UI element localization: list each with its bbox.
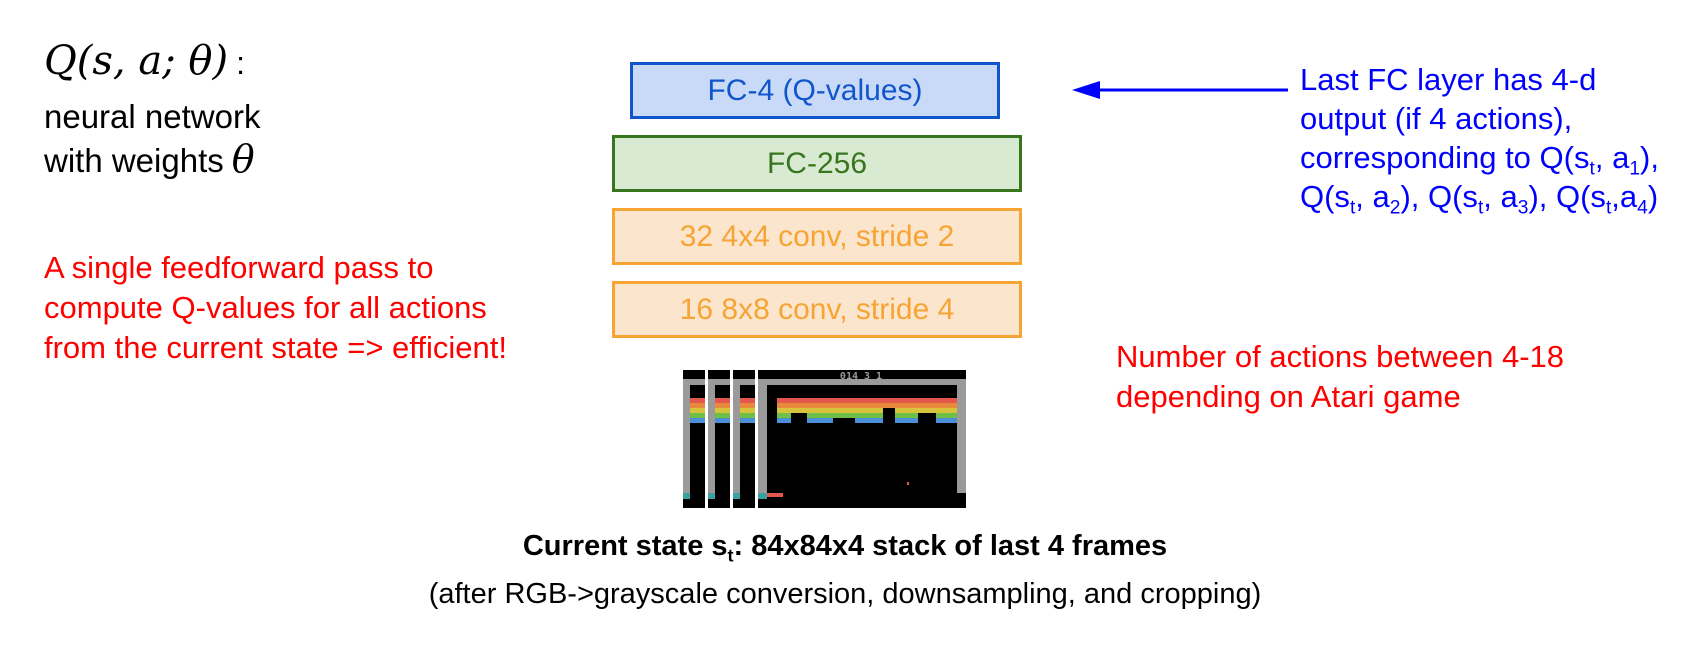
feedforward-note: A single feedforward pass to compute Q-v… xyxy=(44,250,507,365)
fc-note-line1: Last FC layer has 4-d output (if 4 actio… xyxy=(1300,62,1597,175)
layer-fc256: FC-256 xyxy=(612,135,1022,192)
caption-suffix: : 84x84x4 stack of last 4 frames xyxy=(733,530,1168,562)
arrow-to-fc4 xyxy=(1072,81,1288,99)
layer-fc4: FC-4 (Q-values) xyxy=(630,62,1000,119)
fc-note-sub-3: 3 xyxy=(1517,197,1529,219)
network-description: neural network with weights θ xyxy=(44,96,260,182)
fc-note-part9: ) xyxy=(1647,179,1659,214)
layer-fc256-label: FC-256 xyxy=(766,146,868,180)
theta-symbol: θ xyxy=(231,137,255,181)
formula-colon: : xyxy=(236,45,245,81)
fc-note-comma: , xyxy=(1594,140,1604,175)
fc-note-sub-4: 4 xyxy=(1637,197,1648,219)
fc-note-part7: Q(s xyxy=(1556,179,1606,214)
fc-output-note: Last FC layer has 4-d output (if 4 actio… xyxy=(1300,60,1670,219)
q-function-formula: Q(s, a; θ): xyxy=(44,38,245,84)
atari-frame-1 xyxy=(683,370,705,508)
atari-frame-4: 014 3 1 xyxy=(758,370,966,508)
state-subcaption: (after RGB->grayscale conversion, downsa… xyxy=(428,578,1262,610)
fc-note-sub-t2: t xyxy=(1349,197,1356,219)
fc-note-part2: ), Q(s xyxy=(1300,140,1659,214)
layer-conv2-label: 32 4x4 conv, stride 2 xyxy=(679,219,955,253)
fc-note-part3: , a xyxy=(1355,179,1390,214)
formula-open: Q( xyxy=(44,38,93,84)
atari-frame-2 xyxy=(708,370,730,508)
fc-note-part6: ), xyxy=(1528,179,1548,214)
caption-prefix: Current state s xyxy=(522,530,728,562)
atari-frame-3 xyxy=(733,370,755,508)
fc-note-sub-t3: t xyxy=(1477,197,1484,219)
fc-note-part4: ), Q(s xyxy=(1400,179,1478,214)
atari-score: 014 3 1 xyxy=(840,371,882,382)
layer-conv2: 32 4x4 conv, stride 2 xyxy=(612,208,1022,265)
formula-args: s, a; θ xyxy=(92,38,213,84)
layer-fc4-label: FC-4 (Q-values) xyxy=(707,73,923,107)
fc-note-a1: a xyxy=(1612,140,1630,175)
fc-note-part5: , a xyxy=(1483,179,1518,214)
actions-count-note: Number of actions between 4-18 depending… xyxy=(1116,339,1565,414)
fc-note-part8: ,a xyxy=(1611,179,1638,214)
layer-conv1-label: 16 8x8 conv, stride 4 xyxy=(679,292,955,326)
layer-conv1: 16 8x8 conv, stride 4 xyxy=(612,281,1022,338)
atari-frame-stack: 014 3 1 xyxy=(683,370,966,508)
fc-note-sub-1: 1 xyxy=(1629,158,1641,180)
fc-note-sub-t4: t xyxy=(1605,197,1612,219)
fc-note-sub-t1: t xyxy=(1589,158,1595,180)
fc-note-sub-2: 2 xyxy=(1389,197,1401,219)
description-line2-wrap: with weights θ xyxy=(44,138,260,182)
description-line1: neural network xyxy=(44,98,261,135)
state-caption: Current state st: 84x84x4 stack of last … xyxy=(0,530,1690,566)
description-line2: with weights xyxy=(44,142,224,179)
caption-sub-t: t xyxy=(727,545,734,566)
formula-close: ) xyxy=(212,38,229,84)
